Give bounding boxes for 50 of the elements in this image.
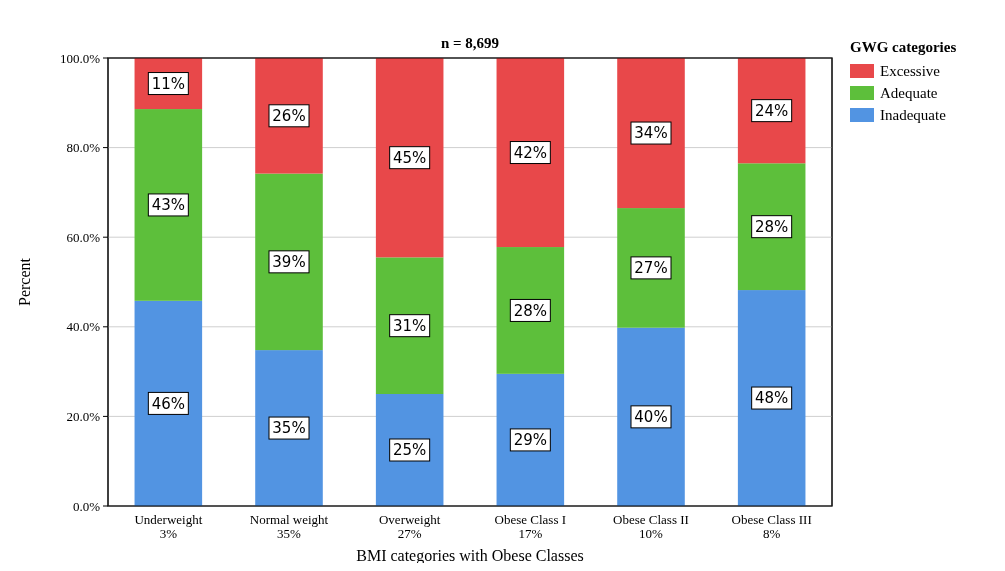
y-tick-label: 80.0% <box>66 140 101 156</box>
y-tick-label: 20.0% <box>66 408 101 424</box>
data-label: 26% <box>272 107 306 126</box>
data-label: 48% <box>754 389 789 408</box>
data-label: 31% <box>392 316 427 335</box>
bar <box>255 350 323 506</box>
data-label: 42% <box>513 143 548 162</box>
x-tick-label: Obese Class II 10% <box>613 512 689 541</box>
bar <box>134 300 203 506</box>
y-tick-label: 40.0% <box>66 319 101 335</box>
y-tick-label: 100.0% <box>59 50 101 66</box>
bar <box>496 58 565 248</box>
bar <box>496 247 565 374</box>
x-tick-label: Normal weight 35% <box>249 512 329 541</box>
x-tick-label: Underweight 3% <box>134 512 203 541</box>
bar <box>737 290 806 506</box>
bar <box>255 58 323 174</box>
data-label: 28% <box>513 301 548 320</box>
data-label: 27% <box>634 259 668 278</box>
bar <box>255 173 323 351</box>
y-axis-title: Percent <box>16 257 33 306</box>
data-label: 28% <box>754 217 789 236</box>
data-label: 11% <box>151 74 186 93</box>
data-label: 24% <box>754 101 789 120</box>
data-label: 29% <box>513 431 548 450</box>
data-label: 35% <box>272 419 306 438</box>
bar <box>617 58 685 209</box>
data-label: 46% <box>151 394 186 413</box>
data-label: 39% <box>272 253 306 272</box>
x-tick-label: Obese Class III 8% <box>731 512 812 541</box>
bar <box>496 373 565 506</box>
data-label: 25% <box>392 441 427 460</box>
y-tick-label: 60.0% <box>66 229 101 245</box>
bar <box>375 58 444 258</box>
data-label: 40% <box>634 408 668 427</box>
legend-label: Adequate <box>880 85 938 102</box>
data-label: 45% <box>392 148 427 167</box>
bar <box>375 257 444 394</box>
bar <box>617 327 685 506</box>
bar <box>737 163 806 291</box>
x-tick-label: Overweight 27% <box>378 512 441 541</box>
legend-label: Inadequate <box>880 107 947 124</box>
bar <box>134 109 203 301</box>
legend-title: GWG categories <box>850 39 957 55</box>
data-label: 43% <box>151 196 186 215</box>
chart-title: n = 8,699 <box>440 35 500 51</box>
data-label: 34% <box>634 124 668 143</box>
legend-label: Excessive <box>880 63 941 80</box>
x-tick-label: Obese Class I 17% <box>494 512 567 541</box>
y-tick-label: 0.0% <box>72 498 101 514</box>
